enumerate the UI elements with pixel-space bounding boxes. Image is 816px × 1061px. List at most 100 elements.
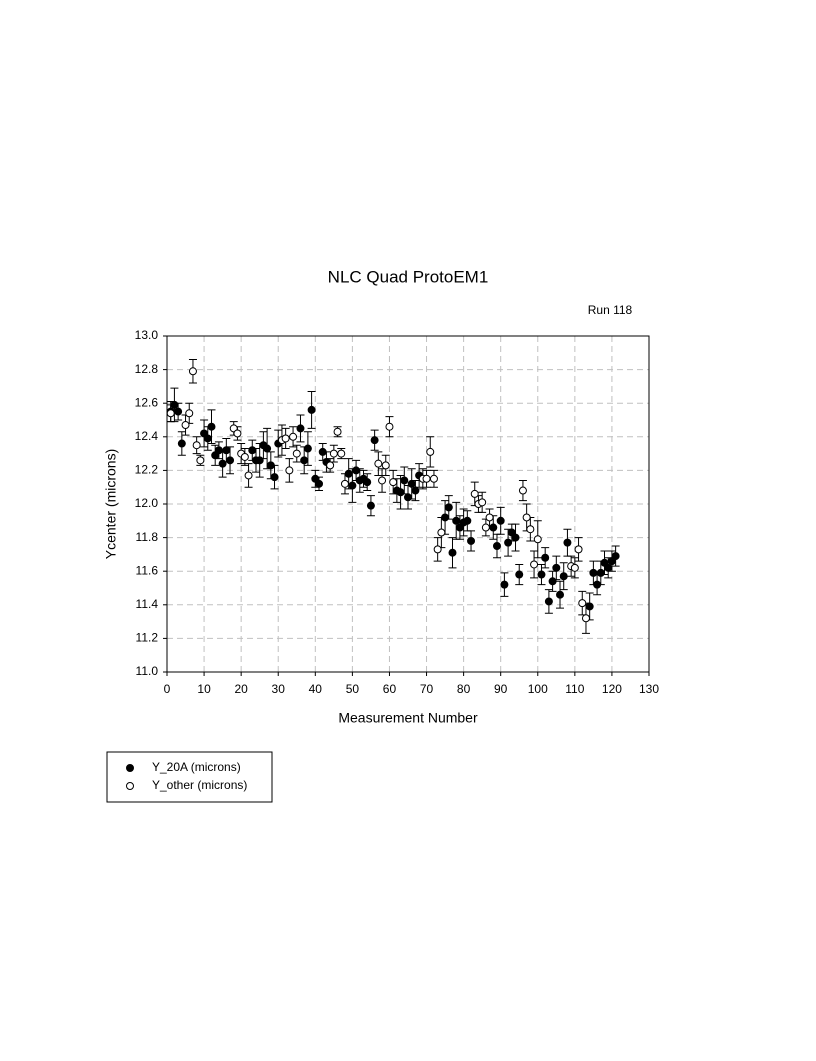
point [500, 580, 509, 589]
point [177, 439, 186, 448]
x-tick-label: 60 [383, 682, 397, 696]
point [422, 474, 431, 483]
point [559, 572, 568, 581]
point [407, 479, 416, 488]
point [604, 563, 613, 572]
point [437, 528, 446, 537]
point [337, 449, 346, 458]
y-tick-label: 12.8 [135, 362, 159, 376]
point [481, 523, 490, 532]
x-tick-label: 20 [234, 682, 248, 696]
point [574, 545, 583, 554]
y-tick-label: 11.8 [136, 530, 159, 544]
point [218, 459, 227, 468]
point [556, 590, 565, 599]
point [452, 516, 461, 525]
point [266, 461, 275, 470]
point [563, 538, 572, 547]
point [289, 432, 298, 441]
point [348, 481, 357, 490]
x-tick-label: 90 [494, 682, 508, 696]
legend-label: Y_20A (microns) [152, 760, 241, 774]
point [492, 542, 501, 550]
point [404, 493, 412, 502]
point [467, 536, 476, 545]
point [248, 446, 257, 455]
point [263, 444, 272, 453]
point [315, 479, 324, 488]
point [385, 422, 394, 431]
point [196, 456, 205, 465]
point [203, 434, 212, 443]
point [578, 599, 587, 608]
x-tick-label: 30 [272, 682, 286, 696]
legend-marker [126, 764, 134, 772]
point [489, 523, 498, 532]
point [396, 488, 405, 497]
point [544, 597, 553, 606]
x-tick-label: 130 [639, 682, 659, 696]
point [244, 471, 253, 480]
point [470, 489, 479, 498]
point [340, 479, 349, 488]
point [207, 422, 216, 431]
point [504, 538, 513, 547]
x-tick-label: 10 [197, 682, 211, 696]
point [214, 446, 223, 455]
point [400, 476, 409, 485]
legend-label: Y_other (microns) [152, 778, 247, 792]
y-axis-label: Ycenter (microns) [103, 449, 119, 559]
x-tick-label: 110 [565, 682, 584, 696]
point [518, 486, 527, 495]
point [352, 466, 361, 475]
point [478, 498, 487, 507]
point [192, 441, 201, 450]
y-tick-label: 12.0 [135, 496, 159, 510]
point [552, 563, 561, 572]
y-tick-label: 12.2 [135, 463, 159, 477]
point [240, 452, 249, 461]
point [593, 580, 602, 589]
point [570, 563, 579, 572]
point [303, 444, 312, 453]
x-tick-label: 0 [164, 682, 171, 696]
point [226, 456, 235, 465]
point [307, 405, 316, 414]
point [496, 516, 505, 525]
point [281, 434, 290, 443]
point [285, 466, 294, 475]
point [333, 427, 342, 436]
legend-marker [126, 782, 134, 790]
y-tick-label: 12.4 [135, 429, 159, 443]
point [233, 429, 242, 438]
point [329, 449, 338, 458]
point [485, 513, 494, 522]
y-tick-label: 13.0 [135, 328, 159, 342]
point [433, 545, 442, 554]
x-tick-label: 50 [346, 682, 360, 696]
point [589, 568, 598, 577]
point [188, 367, 197, 376]
x-tick-label: 70 [420, 682, 434, 696]
point [378, 476, 387, 485]
point [533, 535, 542, 544]
point [181, 421, 190, 430]
point [426, 447, 435, 456]
point [174, 407, 183, 416]
point [296, 424, 305, 433]
point [318, 447, 327, 456]
point [326, 461, 335, 470]
point [581, 614, 590, 623]
point [596, 568, 605, 577]
point [366, 501, 375, 510]
y-tick-label: 11.0 [136, 664, 159, 678]
point [389, 478, 398, 487]
point [611, 552, 620, 561]
point [185, 409, 194, 418]
point [541, 553, 550, 562]
y-tick-label: 11.4 [136, 597, 159, 611]
point [255, 456, 264, 465]
legend-box [106, 751, 273, 803]
x-tick-label: 40 [309, 682, 323, 696]
point [526, 525, 535, 534]
